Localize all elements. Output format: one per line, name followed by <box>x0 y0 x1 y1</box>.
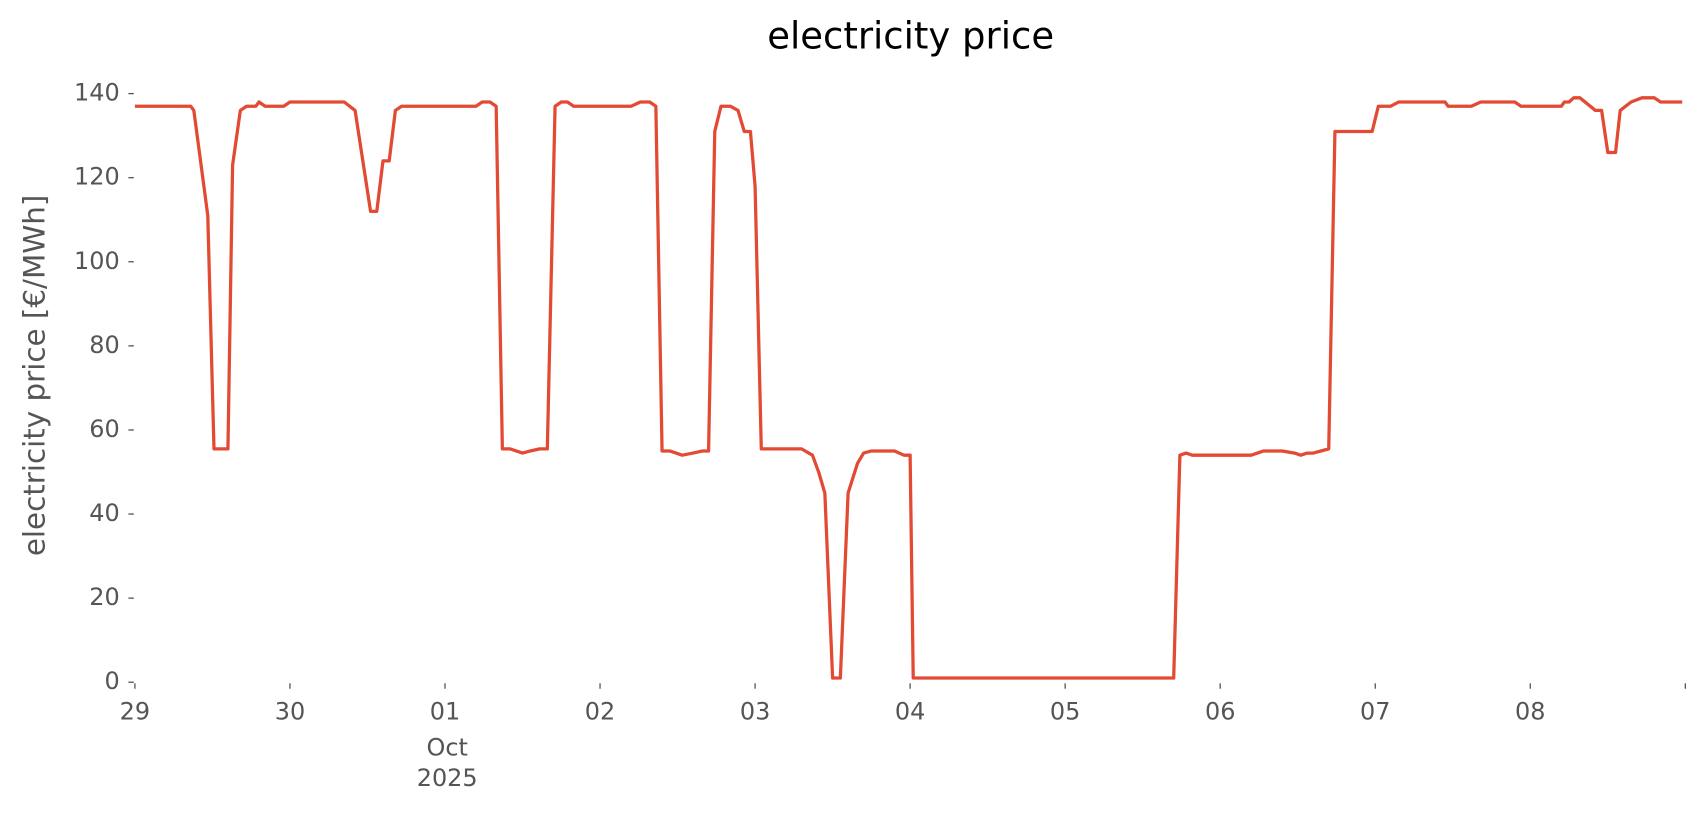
x-tick-label: 30 <box>275 698 305 726</box>
y-tick-label: 20 <box>89 583 119 611</box>
x-tick-label: 04 <box>895 698 925 726</box>
x-month-label: Oct <box>426 734 467 762</box>
y-tick-label: 80 <box>89 331 119 359</box>
y-tick-label: 60 <box>89 415 119 443</box>
chart-title: electricity price <box>767 15 1054 58</box>
price-line <box>134 96 1683 680</box>
x-tick-label: 05 <box>1050 698 1080 726</box>
x-tick-label: 03 <box>740 698 770 726</box>
x-year-label: 2025 <box>417 764 478 792</box>
x-tick-label: 07 <box>1360 698 1390 726</box>
x-tick-label: 01 <box>430 698 460 726</box>
y-tick-label: 140 <box>74 79 120 107</box>
x-tick-label: 29 <box>120 698 150 726</box>
y-axis-label: electricity price [€/MWh] <box>17 195 51 557</box>
y-tick-label: 0 <box>104 667 119 695</box>
x-tick-label: 06 <box>1205 698 1235 726</box>
y-tick-label: 40 <box>89 499 119 527</box>
x-tick-label: 08 <box>1515 698 1545 726</box>
x-tick-label: 02 <box>585 698 615 726</box>
y-tick-label: 100 <box>74 247 120 275</box>
y-tick-label: 120 <box>74 163 120 191</box>
